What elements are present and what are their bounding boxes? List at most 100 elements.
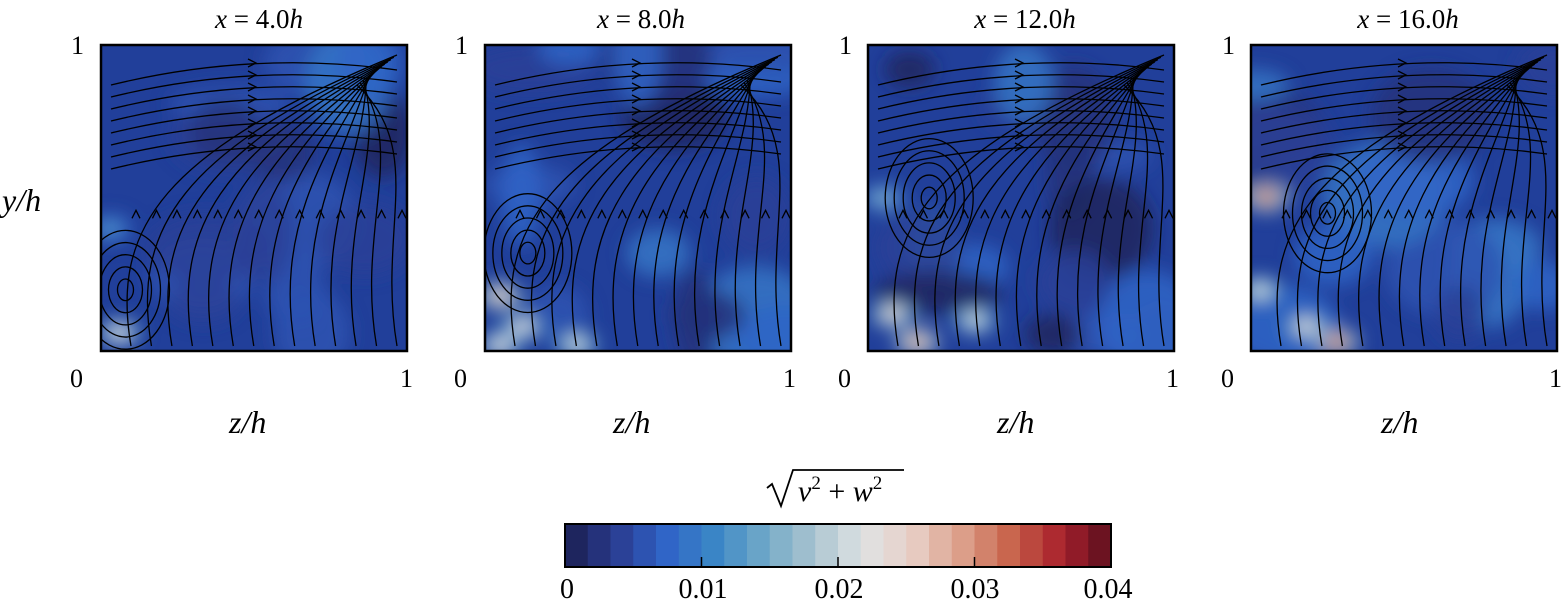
streamline	[934, 59, 1159, 347]
colorbar-level	[587, 524, 612, 567]
vortex-streamline	[107, 266, 144, 314]
colorbar-tick-1: 0.01	[678, 574, 728, 605]
streamline-arrow	[1021, 208, 1031, 219]
streamline-arrow	[1397, 94, 1408, 104]
colorbar-level	[974, 524, 998, 567]
panels-group	[99, 43, 1559, 353]
vortex-streamline	[485, 193, 573, 314]
panel-1	[99, 43, 409, 353]
field-patch	[994, 45, 1054, 122]
streamline	[269, 70, 376, 347]
streamline	[530, 56, 779, 347]
field-patch	[273, 289, 350, 351]
panel-frame	[1249, 43, 1559, 353]
streamline	[743, 82, 766, 347]
streamline-arrow	[1014, 130, 1025, 140]
streamline-arrow	[1014, 94, 1025, 104]
field-patch	[706, 45, 791, 74]
panel-3	[866, 43, 1176, 353]
hotspot-1	[1255, 190, 1278, 206]
colorbar-level	[565, 524, 589, 567]
streamline-arrow	[576, 208, 586, 219]
streamline-arrow	[356, 208, 366, 219]
streamline	[591, 63, 770, 347]
streamline	[740, 84, 782, 347]
streamline	[1357, 63, 1536, 347]
field-patch	[1434, 286, 1486, 341]
streamline	[551, 59, 776, 347]
panel-title-2: x = 8.0h	[597, 4, 685, 34]
streamline	[167, 59, 392, 347]
streamline-arrow	[1547, 208, 1557, 219]
streamline-arrow	[1397, 130, 1408, 140]
vortex-streamline	[116, 278, 135, 302]
streamline-arrow	[638, 208, 648, 219]
field-patch	[1097, 270, 1174, 351]
streamline-arrow	[959, 208, 969, 219]
field-patch	[734, 305, 791, 351]
y-tick-1-panel-3: 1	[839, 31, 852, 60]
field-patch	[669, 290, 746, 340]
streamline-arrow	[247, 82, 258, 92]
streamline-arrow	[1397, 70, 1408, 80]
colorbar-level	[838, 524, 862, 567]
field-patch	[720, 176, 791, 256]
streamline	[1509, 82, 1532, 347]
hotspot-3	[1295, 318, 1318, 335]
streamline	[693, 75, 754, 347]
streamline	[1480, 78, 1517, 347]
streamline-arrow	[658, 208, 668, 219]
colorbar-level	[1042, 524, 1067, 567]
colorbar: v2 + w2	[564, 469, 1112, 568]
colorbar-level	[1020, 524, 1044, 567]
streamline	[1056, 73, 1140, 347]
vortex-streamline	[902, 162, 956, 234]
streamline-arrow	[1014, 106, 1025, 116]
vortex-streamline	[501, 217, 555, 289]
colorbar-level	[883, 524, 907, 567]
streamline	[1123, 84, 1165, 347]
streamline-arrow	[631, 118, 642, 128]
streamline	[1439, 73, 1523, 347]
vortex-streamline	[911, 174, 947, 222]
colorbar-level	[610, 524, 634, 567]
hotspot-2	[101, 220, 122, 237]
streamline-arrow	[1424, 208, 1434, 219]
streamline-arrow	[247, 118, 258, 128]
panel-frame	[483, 43, 793, 353]
hotspot-3	[565, 336, 588, 351]
streamline-arrow	[631, 70, 642, 80]
streamline-arrow	[1000, 208, 1010, 219]
streamline-arrow	[1322, 208, 1332, 219]
x-tick-1-panel-1: 1	[400, 364, 413, 393]
streamline	[1097, 78, 1134, 347]
streamline	[146, 56, 395, 347]
x-tick-0-panel-3: 0	[838, 364, 851, 393]
streamline	[653, 70, 760, 347]
streamline-arrow	[781, 208, 791, 219]
streamline-arrow	[1143, 208, 1154, 219]
streamline	[673, 73, 757, 347]
streamline-arrow	[1486, 208, 1496, 219]
streamline-arrow	[247, 94, 258, 104]
field-patch	[316, 203, 407, 275]
streamline-arrow	[1397, 58, 1408, 68]
colorbar-level	[633, 524, 657, 567]
panel-title-4: x = 16.0h	[1357, 4, 1459, 34]
streamline-arrow	[597, 208, 607, 219]
streamline-arrow	[556, 208, 566, 219]
vortex-streamline	[893, 150, 965, 246]
streamline	[350, 80, 370, 347]
colorbar-level	[769, 524, 794, 567]
streamline-arrow	[1082, 208, 1092, 219]
colorbar-tick-4: 0.04	[1083, 574, 1133, 605]
x-axis-label-panel-3: z/h	[997, 404, 1035, 440]
streamline-arrow	[1014, 58, 1025, 68]
vortex-streamline	[492, 205, 564, 301]
streamline	[954, 61, 1156, 347]
field-patch	[538, 45, 601, 67]
streamline-arrow	[1397, 118, 1408, 128]
colorbar-label: v2 + w2	[766, 469, 904, 509]
colorbar-level	[1088, 524, 1112, 567]
